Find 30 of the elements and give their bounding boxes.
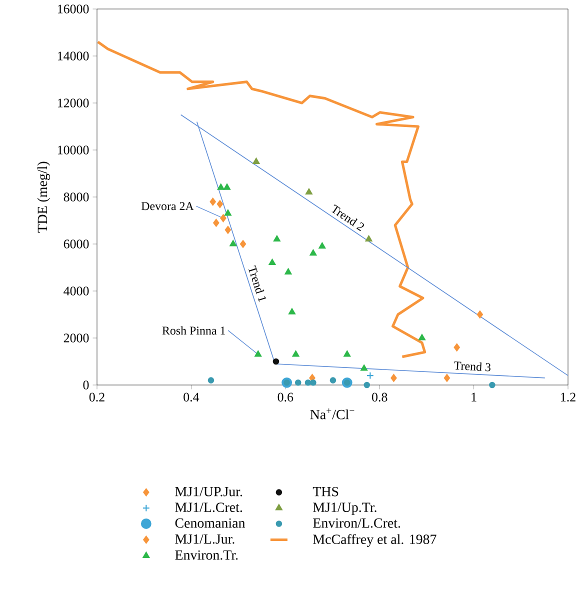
y-tick-label: 0 bbox=[83, 380, 89, 390]
legend-label: MJ1/L.Jur. bbox=[175, 534, 234, 544]
text: Trend 1 bbox=[248, 265, 266, 302]
series-label: Trend 3 bbox=[454, 362, 490, 372]
y-tick-label: 12000 bbox=[58, 98, 89, 108]
annotation: Devora 2A bbox=[141, 202, 194, 210]
legend-label: MJ1/UP.Jur. bbox=[175, 486, 242, 496]
y-tick-label: 14000 bbox=[58, 52, 89, 60]
legend-label: Environ/L.Cret. bbox=[313, 518, 400, 528]
x-tick-label: 0.2 bbox=[89, 392, 104, 402]
y-tick-label: 16000 bbox=[58, 4, 89, 14]
y-tick-label: 10000 bbox=[58, 146, 89, 154]
legend-label: MJ1/L.Cret. bbox=[175, 502, 242, 512]
x-tick-label: 0.8 bbox=[372, 392, 388, 402]
x-tick-label: 0.4 bbox=[184, 392, 200, 402]
legend-label: McCaffrey et al. 1987 bbox=[313, 534, 436, 547]
x-tick-label: 1.2 bbox=[561, 392, 576, 402]
x-tick-label: 1 bbox=[472, 392, 476, 402]
y-tick-label: 4000 bbox=[64, 286, 89, 296]
legend-label: Environ.Tr. bbox=[175, 550, 238, 560]
x-tick-label: 0.6 bbox=[278, 392, 294, 402]
legend-label: THS bbox=[312, 486, 338, 496]
annotation: Rosh Pinna 1 bbox=[162, 326, 226, 335]
x-axis-title: Na$^{+}$/Cl$^{−}$ bbox=[310, 408, 354, 420]
y-tick-label: 8000 bbox=[64, 192, 89, 202]
y-tick-label: 6000 bbox=[64, 240, 89, 248]
y-tick-label: 2000 bbox=[64, 334, 89, 342]
legend-label: MJ1/Up.Tr. bbox=[313, 502, 376, 515]
y-axis-title: TDE (meg/l) bbox=[37, 162, 50, 233]
legend-label: Cenomanian bbox=[175, 518, 246, 528]
